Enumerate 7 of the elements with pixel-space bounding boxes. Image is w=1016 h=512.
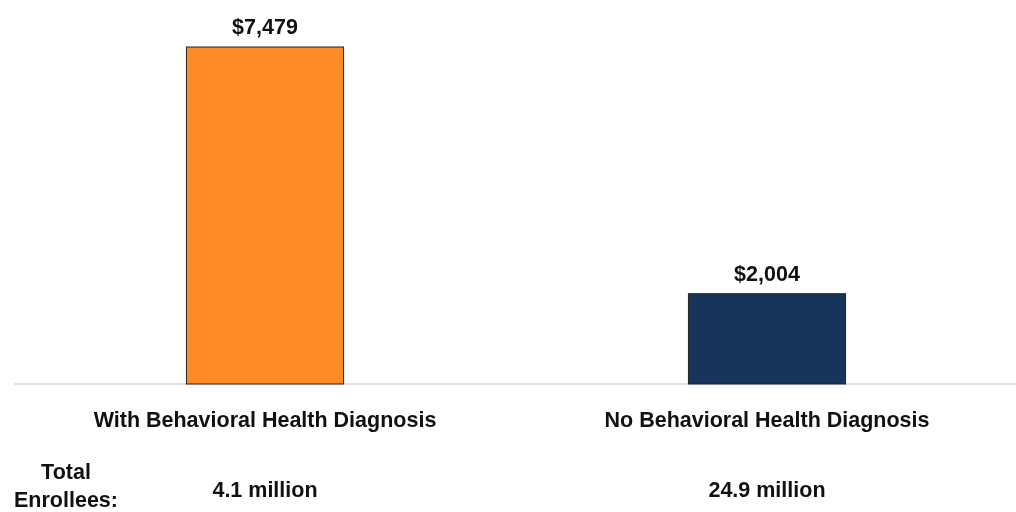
- x-tick-label: No Behavioral Health Diagnosis: [604, 408, 930, 432]
- text: Total Enrollees:: [14, 460, 118, 512]
- x-tick-label: With Behavioral Health Diagnosis: [93, 408, 437, 432]
- text: 4.1 million: [212, 478, 318, 502]
- data-label: $7,479: [232, 15, 298, 39]
- data-label: $2,004: [734, 261, 800, 286]
- text: 24.9 million: [708, 478, 826, 502]
